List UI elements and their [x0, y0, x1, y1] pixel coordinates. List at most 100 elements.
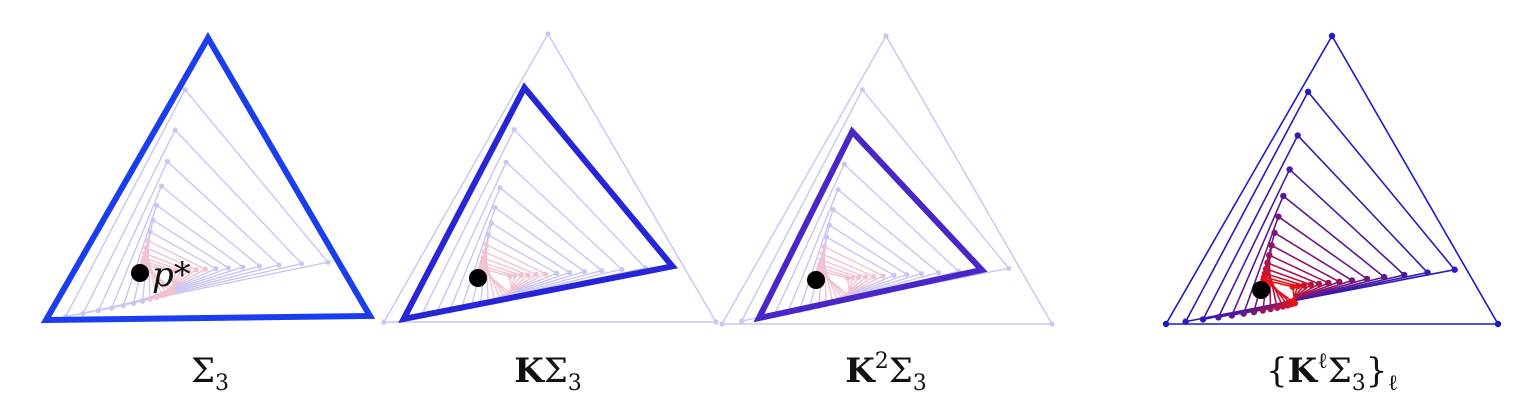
vertex-dot-4-2 — [1280, 192, 1287, 200]
vertex-dot-6-2 — [150, 217, 156, 223]
vertex-dot-9-1 — [193, 267, 199, 273]
vertex-dot-13-0 — [171, 288, 177, 294]
vertex-dot-8-2 — [145, 238, 151, 244]
vertex-dot-12-1 — [173, 268, 179, 274]
fixed-point-marker — [469, 269, 487, 287]
triangle-level-0 — [383, 33, 717, 323]
vertex-dot-11-1 — [856, 274, 862, 281]
vertex-dot-9-0 — [154, 294, 160, 301]
vertex-dot-1-0 — [1182, 318, 1189, 325]
vertex-dot-13-1 — [168, 268, 174, 274]
vertex-dot-9-1 — [533, 271, 539, 278]
vertex-dot-0-0 — [1162, 320, 1170, 328]
vertex-dot-2-2 — [1294, 132, 1301, 139]
vertex-dot-8-2 — [483, 241, 489, 248]
vertex-dot-5-0 — [120, 303, 126, 309]
vertex-dot-1-2 — [1304, 88, 1312, 96]
highlighted-triangle — [753, 126, 988, 323]
vertex-dot-8-2 — [1266, 251, 1273, 259]
vertex-dot-10-2 — [818, 257, 824, 263]
vertex-dot-9-2 — [1264, 259, 1271, 267]
panel-k-sigma3 — [381, 31, 719, 325]
vertex-dot-0-0 — [381, 319, 387, 325]
vertex-dot-7-2 — [1268, 242, 1275, 249]
vertex-dot-7-2 — [485, 232, 492, 238]
vertex-dot-6-0 — [1250, 308, 1258, 316]
triangle-level-2 — [82, 129, 303, 315]
vertex-dot-10-1 — [1307, 281, 1315, 288]
vertex-dot-1-1 — [325, 259, 331, 265]
vertex-dot-4-1 — [936, 269, 942, 276]
vertex-dot-1-2 — [182, 87, 188, 93]
vertex-dot-6-2 — [826, 222, 832, 228]
panel-k2-sigma3 — [719, 33, 1055, 327]
vertex-dot-5-2 — [1275, 213, 1282, 220]
vertex-dot-7-1 — [891, 272, 897, 278]
vertex-dot-4-0 — [1228, 312, 1236, 319]
vertex-dot-0-2 — [545, 31, 551, 37]
vertex-dot-10-0 — [159, 293, 165, 299]
vertex-dot-5-2 — [492, 204, 498, 211]
vertex-dot-9-1 — [871, 273, 877, 280]
vertex-dot-8-0 — [1267, 305, 1274, 313]
vertex-dot-3-2 — [503, 159, 509, 165]
vertex-dot-3-2 — [164, 158, 171, 165]
triangle-level-5 — [122, 204, 244, 307]
vertex-dot-11-1 — [178, 268, 185, 274]
vertex-dot-1-1 — [1006, 265, 1012, 271]
triangle-level-5 — [460, 206, 586, 310]
vertex-dot-8-1 — [202, 266, 208, 272]
vertex-dot-0-1 — [1049, 321, 1055, 327]
vertex-dot-5-2 — [154, 202, 160, 208]
vertex-dot-11-1 — [1300, 282, 1308, 289]
vertex-dot-12-1 — [1294, 282, 1302, 290]
vertex-dot-8-1 — [1325, 279, 1332, 287]
vertex-dot-2-0 — [1199, 316, 1207, 323]
highlighted-triangle — [398, 82, 678, 324]
vertex-dot-5-2 — [830, 206, 836, 213]
vertex-dot-5-1 — [918, 271, 925, 277]
triangle-level-10 — [144, 252, 190, 297]
vertex-dot-13-0 — [1291, 300, 1299, 307]
vertex-dot-12-1 — [512, 273, 518, 279]
vertex-dot-1-0 — [739, 318, 745, 324]
vertex-dot-11-0 — [164, 291, 170, 297]
caption-k-sigma3: KΣ3 — [514, 351, 582, 396]
vertex-dot-4-2 — [835, 187, 841, 193]
vertex-dot-5-1 — [1363, 275, 1371, 283]
caption-sigma3: Σ3 — [191, 351, 229, 396]
vertex-dot-0-1 — [1494, 320, 1502, 328]
vertex-dot-3-1 — [276, 262, 282, 268]
highlighted-triangle — [40, 32, 376, 324]
vertex-dot-4-0 — [108, 305, 115, 311]
vertex-dot-3-2 — [1286, 166, 1293, 173]
fixed-point-marker — [1252, 281, 1270, 299]
triangle-level-5 — [798, 208, 923, 312]
vertex-dot-6-2 — [488, 220, 494, 226]
triangle-level-13 — [141, 263, 175, 292]
vertex-dot-13-1 — [1289, 283, 1296, 290]
vertex-dot-10-1 — [863, 274, 869, 280]
vertex-dot-4-2 — [497, 185, 503, 191]
vertex-dot-0-2 — [883, 33, 889, 39]
triangle-level-0 — [1165, 35, 1499, 325]
vertex-dot-3-1 — [619, 266, 625, 272]
vertex-dot-0-1 — [713, 319, 719, 325]
vertex-dot-9-2 — [819, 251, 825, 257]
vertex-dot-13-1 — [507, 273, 513, 279]
triangle-level-13 — [1262, 279, 1296, 305]
triangle-level-3 — [97, 160, 280, 312]
vertex-dot-8-2 — [821, 243, 827, 250]
triangle-level-13 — [479, 267, 513, 296]
vertex-dot-7-2 — [147, 229, 153, 235]
vertex-dot-3-1 — [1401, 271, 1408, 279]
triangle-level-3 — [435, 161, 623, 315]
vertex-dot-2-2 — [511, 126, 517, 133]
vertex-dot-6-1 — [225, 265, 231, 271]
vertex-dot-10-1 — [185, 267, 191, 273]
vertex-dot-8-1 — [880, 273, 886, 279]
fixed-point-marker — [131, 264, 149, 282]
vertex-dot-4-1 — [599, 267, 605, 274]
vertex-dot-5-1 — [240, 264, 246, 270]
vertex-dot-3-2 — [841, 161, 847, 167]
